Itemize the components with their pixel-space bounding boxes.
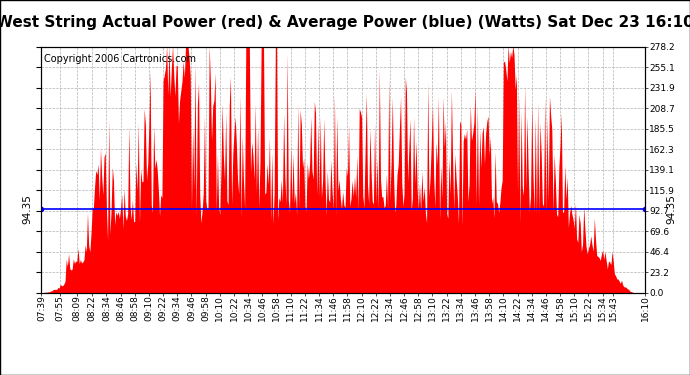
- Text: 94.35: 94.35: [667, 194, 676, 224]
- Text: Copyright 2006 Cartronics.com: Copyright 2006 Cartronics.com: [43, 54, 196, 64]
- Text: 94.35: 94.35: [22, 194, 32, 224]
- Text: West String Actual Power (red) & Average Power (blue) (Watts) Sat Dec 23 16:10: West String Actual Power (red) & Average…: [0, 15, 690, 30]
